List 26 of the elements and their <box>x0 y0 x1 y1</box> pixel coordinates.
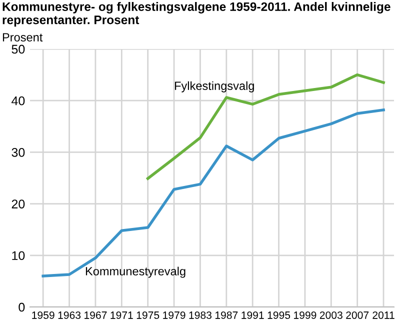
x-tick-label: 2011 <box>372 311 394 319</box>
y-tick-label: 0 <box>18 302 25 312</box>
y-axis-title: Prosent <box>2 33 43 42</box>
y-tick-label: 40 <box>12 96 25 106</box>
x-tick-label: 1959 <box>32 311 54 319</box>
x-tick-label: 2007 <box>346 311 369 319</box>
series-label: Kommunestyrevalg <box>86 266 186 278</box>
series-label: Fylkestingsvalg <box>174 81 254 92</box>
x-tick-label: 1987 <box>215 311 238 319</box>
x-tick-label: 1995 <box>268 311 290 319</box>
line-series <box>146 73 385 180</box>
y-tick-label: 50 <box>12 44 25 54</box>
y-tick-label: 20 <box>12 200 25 208</box>
x-tick-label: 1971 <box>110 311 133 319</box>
x-tick-label: 1963 <box>58 311 81 319</box>
x-tick-label: 1975 <box>136 311 160 319</box>
x-tick-label: 1999 <box>294 311 316 319</box>
x-tick-label: 1967 <box>84 311 107 319</box>
line-series <box>42 108 385 278</box>
x-tick-label: 1983 <box>189 311 212 319</box>
x-tick-label: 1979 <box>163 311 186 319</box>
x-tick-label: 2003 <box>320 311 342 319</box>
chart-title: Kommunestyre- og fylkestingsvalgene 1959-2011. Andel kvinnelige representanter. Prosent <box>2 2 390 27</box>
y-tick-label: 30 <box>12 148 25 157</box>
x-tick-label: 1991 <box>242 311 264 319</box>
y-tick-label: 10 <box>12 251 25 260</box>
